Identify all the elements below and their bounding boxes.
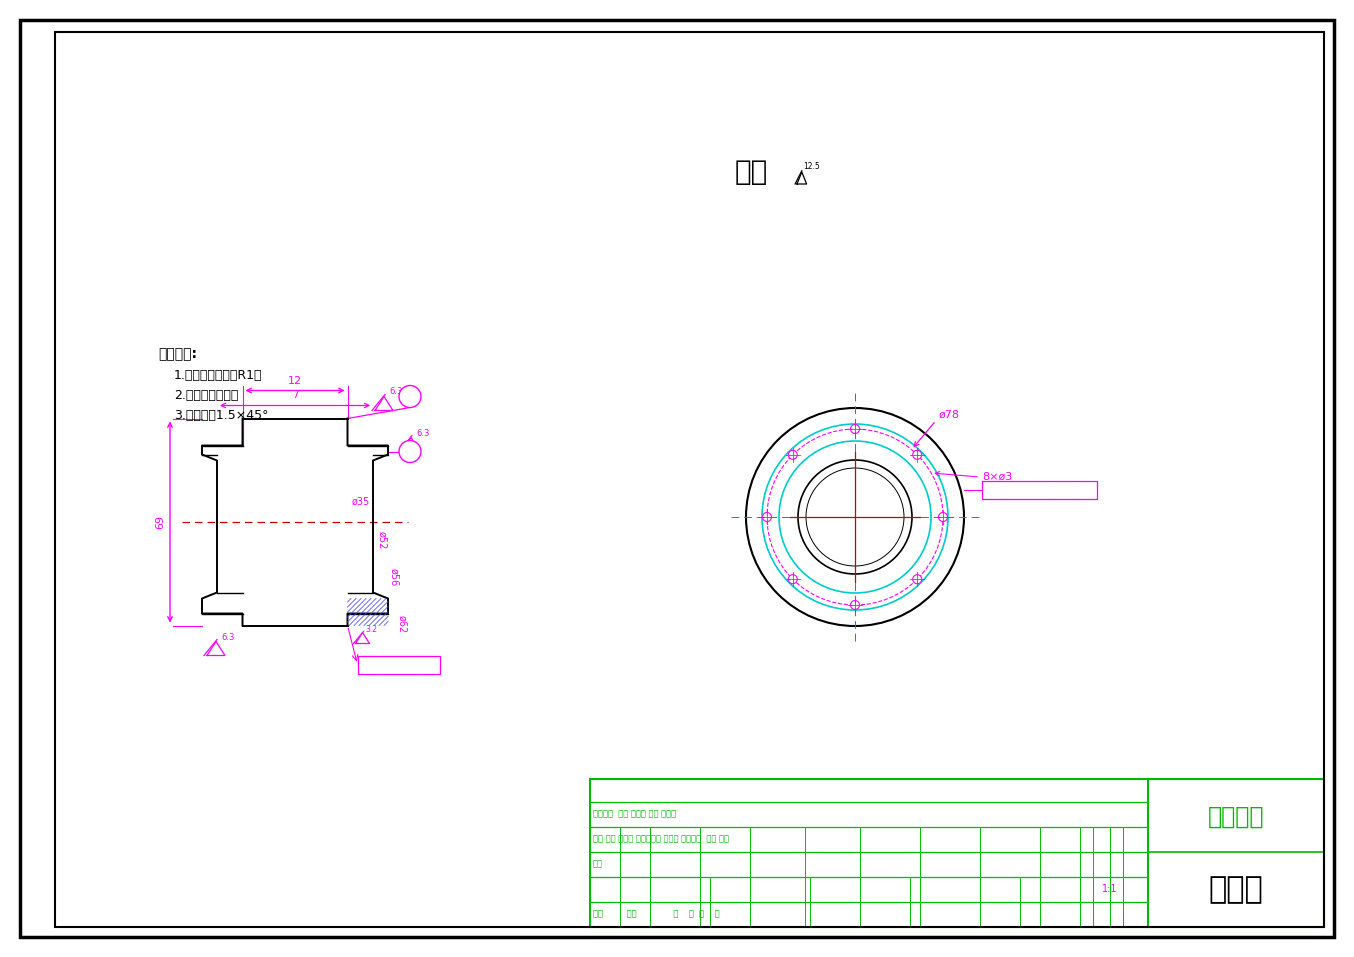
Text: B: B — [1076, 485, 1083, 495]
Text: B: B — [421, 659, 428, 670]
Text: ø52: ø52 — [376, 530, 387, 549]
Circle shape — [798, 460, 913, 574]
Bar — [590, 779, 1324, 927]
Text: 0.06: 0.06 — [380, 659, 402, 670]
Circle shape — [938, 513, 948, 522]
Text: 设计 签名 年月日 标准化签名 年月日 阶段标记  重量 比例: 设计 签名 年月日 标准化签名 年月日 阶段标记 重量 比例 — [593, 835, 728, 843]
Text: 标记处数  分区 更改号 签名 年月日: 标记处数 分区 更改号 签名 年月日 — [593, 810, 676, 818]
Circle shape — [788, 575, 798, 584]
Text: 3.2: 3.2 — [366, 625, 378, 634]
Text: ø78: ø78 — [938, 410, 960, 419]
Text: 3.未注倒角1.5×45°: 3.未注倒角1.5×45° — [175, 409, 268, 422]
Circle shape — [746, 408, 964, 626]
Text: 湘潭大学: 湘潭大学 — [1208, 805, 1265, 829]
Circle shape — [762, 513, 772, 522]
Circle shape — [788, 451, 798, 459]
Circle shape — [850, 425, 860, 434]
Text: 1.未注圆角半径为R1。: 1.未注圆角半径为R1。 — [175, 369, 263, 382]
Text: 69: 69 — [154, 515, 165, 529]
Text: 8×ø3: 8×ø3 — [982, 472, 1013, 482]
Circle shape — [399, 386, 421, 408]
Text: 其余: 其余 — [735, 158, 768, 186]
Text: 6.3: 6.3 — [221, 633, 234, 641]
Text: ø62: ø62 — [397, 615, 408, 634]
Text: 1:1: 1:1 — [1102, 884, 1118, 894]
Text: 0.8(M): 0.8(M) — [1007, 485, 1040, 495]
Text: ⊕: ⊕ — [984, 483, 994, 497]
Bar — [982, 481, 1097, 499]
Text: 审核: 审核 — [593, 859, 603, 869]
Text: A: A — [406, 447, 414, 456]
Text: 技术要求:: 技术要求: — [158, 347, 196, 361]
Text: 右端盖: 右端盖 — [1209, 876, 1263, 904]
Circle shape — [850, 600, 860, 610]
Text: ø56: ø56 — [389, 568, 399, 587]
Circle shape — [399, 440, 421, 462]
Text: 12.5: 12.5 — [803, 162, 819, 170]
Text: 12: 12 — [288, 375, 302, 386]
Text: 6.3: 6.3 — [389, 388, 402, 396]
Text: 2.进行退火处理。: 2.进行退火处理。 — [175, 389, 238, 402]
Text: ø35: ø35 — [352, 497, 370, 507]
Circle shape — [913, 575, 922, 584]
Text: 工艺         批准              共    张  第    张: 工艺 批准 共 张 第 张 — [593, 909, 719, 919]
Text: 7: 7 — [291, 390, 298, 400]
Circle shape — [913, 451, 922, 459]
Text: B: B — [406, 391, 414, 402]
Text: A: A — [1053, 485, 1062, 495]
Text: ⊿: ⊿ — [360, 659, 368, 670]
Text: 6.3: 6.3 — [416, 429, 429, 437]
Bar — [357, 656, 440, 674]
